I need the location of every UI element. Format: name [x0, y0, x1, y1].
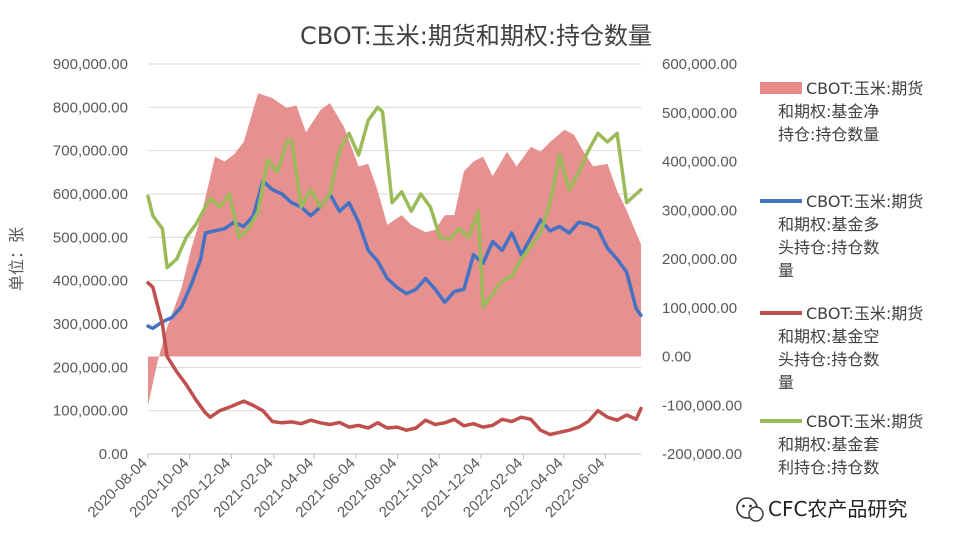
y-left-tick-label: 400,000.00 [53, 273, 128, 290]
y-left-tick-label: 600,000.00 [53, 186, 128, 203]
legend-label: CBOT:玉米:期货 [806, 412, 923, 431]
y-left-tick-label: 200,000.00 [53, 359, 128, 376]
legend-label: 持仓:持仓数量 [778, 125, 879, 144]
chart-title: CBOT:玉米:期货和期权:持仓数量 [300, 22, 652, 50]
y-left-tick-label: 700,000.00 [53, 143, 128, 160]
legend-label: 和期权:基金空 [778, 327, 879, 346]
y-right-tick-label: 100,000.00 [662, 300, 737, 317]
wechat-icon [736, 497, 764, 522]
y-left-tick-label: 800,000.00 [53, 99, 128, 116]
legend-label: 和期权:基金净 [778, 102, 879, 121]
y-right-tick-label: 400,000.00 [662, 154, 737, 171]
legend-label: CBOT:玉米:期货 [806, 79, 923, 98]
series-lines [146, 105, 643, 437]
legend-label: 和期权:基金多 [778, 215, 879, 234]
y-left-tick-label: 100,000.00 [53, 403, 128, 420]
net-position-area [148, 93, 641, 406]
y-right-tick-label: 0.00 [662, 349, 691, 366]
legend: CBOT:玉米:期货和期权:基金净持仓:持仓数量CBOT:玉米:期货和期权:基金… [760, 79, 923, 477]
y-right-tick-label: -200,000.00 [662, 446, 742, 463]
legend-label: 头持仓:持仓数 [778, 238, 879, 257]
y-right-tick-label: 300,000.00 [662, 202, 737, 219]
y-axis-label: 单位：张 [7, 227, 26, 291]
x-axis-ticks: 2020-08-042020-10-042020-12-042021-02-04… [85, 454, 608, 521]
legend-label: CBOT:玉米:期货 [806, 304, 923, 323]
series-line [146, 281, 643, 437]
y-left-tick-label: 0.00 [99, 446, 128, 463]
legend-label: CBOT:玉米:期货 [806, 192, 923, 211]
y-left-tick-label: 300,000.00 [53, 316, 128, 333]
legend-swatch [760, 82, 802, 94]
watermark: CFC农产品研究 [736, 497, 907, 522]
legend-label: 头持仓:持仓数 [778, 350, 879, 369]
series-line [146, 179, 643, 331]
watermark-text: CFC农产品研究 [768, 497, 907, 521]
legend-label: 利持仓:持仓数 [778, 458, 879, 477]
y-left-tick-label: 500,000.00 [53, 229, 128, 246]
legend-label: 量 [778, 261, 794, 280]
y-axis-right-ticks: -200,000.00 -100,000.00 0.00 100,000.00 200,… [662, 56, 742, 463]
net-position-area-series [148, 93, 641, 406]
y-right-tick-label: 500,000.00 [662, 105, 737, 122]
y-axis-left-ticks: 0.00 100,000.00 200,000.00 300,000.00 400,00… [53, 56, 128, 463]
y-right-tick-label: -100,000.00 [662, 397, 742, 414]
y-right-tick-label: 200,000.00 [662, 251, 737, 268]
y-left-tick-label: 900,000.00 [53, 56, 128, 73]
y-right-tick-label: 600,000.00 [662, 56, 737, 73]
legend-label: 和期权:基金套 [778, 435, 879, 454]
series-line [146, 105, 643, 309]
legend-label: 量 [778, 373, 794, 392]
